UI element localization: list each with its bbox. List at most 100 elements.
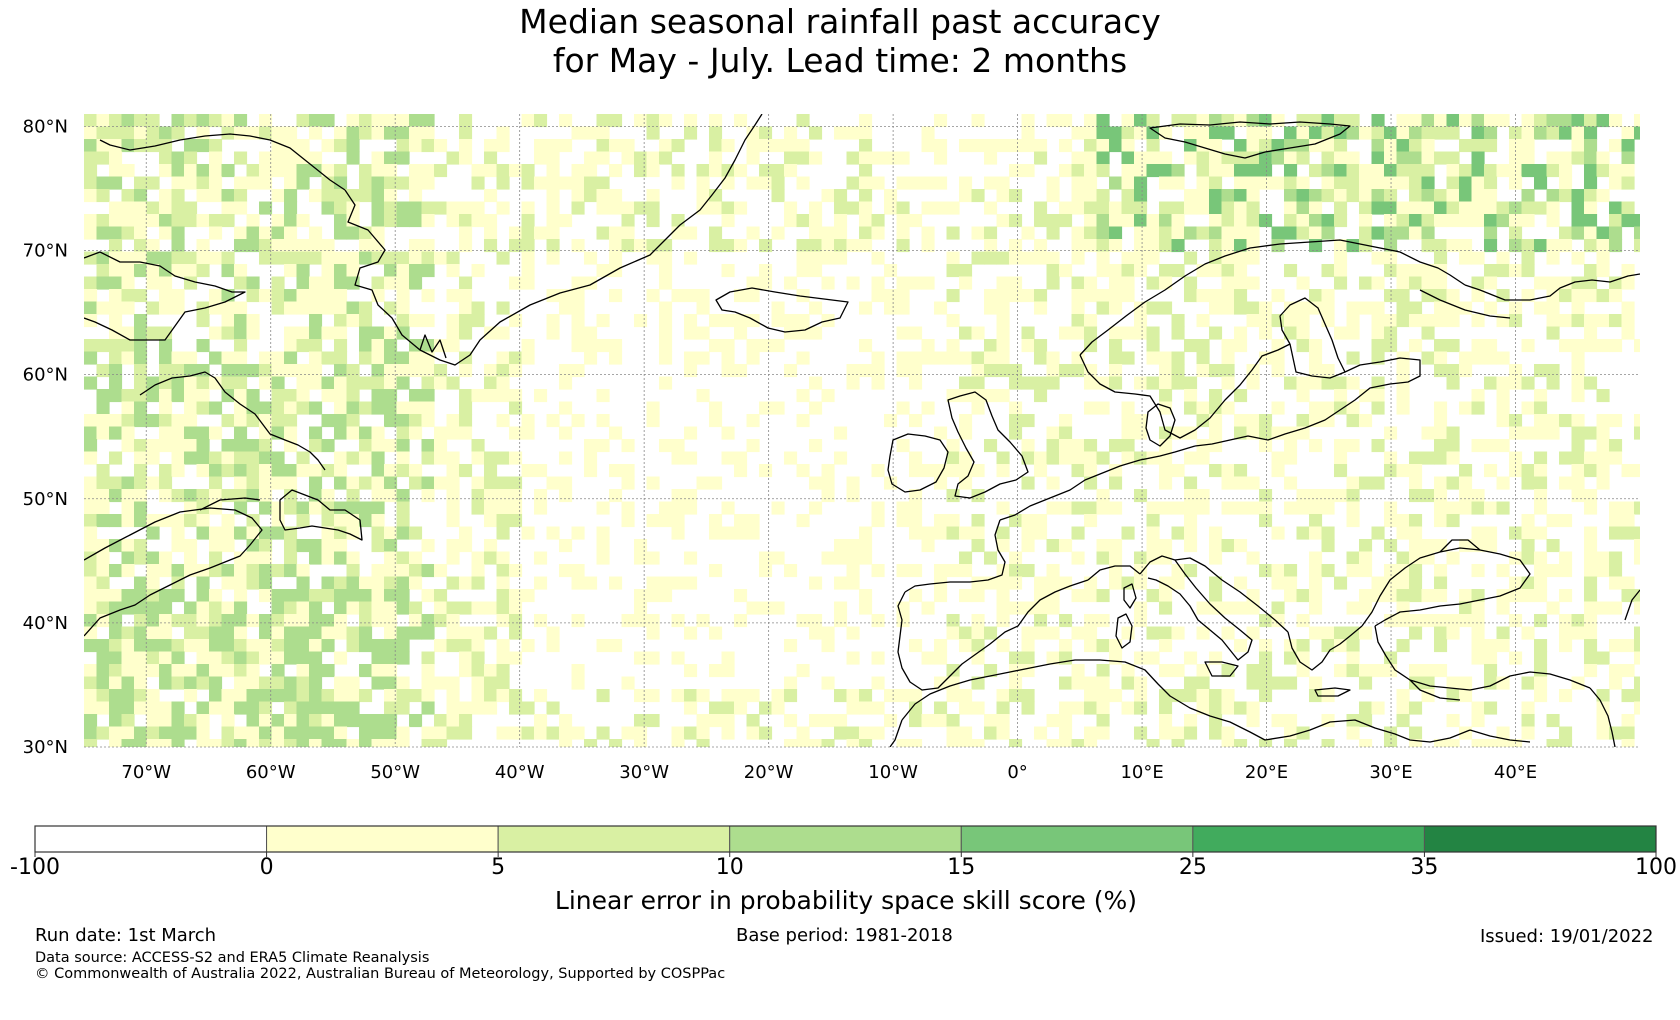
skill-cell (296, 576, 310, 590)
skill-cell (771, 701, 785, 715)
skill-cell (1321, 226, 1335, 240)
skill-cell (1171, 576, 1185, 590)
skill-cell (1346, 189, 1360, 203)
coastline-sardinia (1115, 613, 1133, 649)
skill-cell (1021, 526, 1035, 540)
skill-cell (1284, 589, 1298, 603)
skill-cell (1159, 689, 1173, 703)
skill-cell (1421, 114, 1435, 128)
skill-cell (184, 489, 198, 503)
skill-cell (871, 351, 885, 365)
skill-cell (359, 326, 373, 340)
skill-cell (1046, 251, 1060, 265)
skill-cell (446, 426, 460, 440)
skill-cell (1246, 189, 1260, 203)
skill-cell (309, 189, 323, 203)
skill-cell (684, 289, 698, 303)
skill-cell (621, 464, 635, 478)
skill-cell (1359, 626, 1373, 640)
skill-cell (271, 639, 285, 653)
skill-cell (446, 539, 460, 553)
skill-cell (496, 564, 510, 578)
skill-cell (809, 576, 823, 590)
skill-cell (1496, 414, 1510, 428)
skill-cell (246, 164, 260, 178)
skill-cell (546, 176, 560, 190)
skill-cell (171, 264, 185, 278)
skill-cell (1109, 464, 1123, 478)
skill-cell (1371, 401, 1385, 415)
skill-cell (96, 126, 110, 140)
skill-cell (1109, 201, 1123, 215)
skill-cell (384, 326, 398, 340)
skill-cell (1209, 389, 1223, 403)
skill-cell (1584, 639, 1598, 653)
skill-cell (284, 251, 298, 265)
skill-cell (459, 276, 473, 290)
skill-cell (234, 464, 248, 478)
skill-cell (1246, 239, 1260, 253)
skill-cell (1446, 114, 1460, 128)
skill-cell (1046, 176, 1060, 190)
skill-cell (1246, 126, 1260, 140)
skill-cell (84, 426, 98, 440)
skill-cell (496, 139, 510, 153)
skill-cell (321, 201, 335, 215)
skill-cell (246, 564, 260, 578)
skill-cell (1046, 451, 1060, 465)
skill-cell (1159, 239, 1173, 253)
skill-cell (484, 164, 498, 178)
skill-cell (834, 201, 848, 215)
coastline-finland-baltic (1194, 357, 1421, 447)
skill-cell (146, 514, 160, 528)
skill-cell (809, 251, 823, 265)
skill-cell (459, 726, 473, 740)
skill-cell (184, 264, 198, 278)
skill-cell (721, 726, 735, 740)
latitude-tick-label: 60°N (23, 365, 68, 386)
skill-cell (409, 126, 423, 140)
skill-cell (634, 726, 648, 740)
skill-cell (84, 226, 98, 240)
skill-cell (421, 164, 435, 178)
skill-cell (1046, 114, 1060, 128)
skill-cell (371, 426, 385, 440)
skill-cell (809, 476, 823, 490)
skill-cell (1134, 239, 1148, 253)
skill-cell (1396, 714, 1410, 728)
skill-cell (134, 664, 148, 678)
skill-cell (359, 689, 373, 703)
skill-cell (696, 301, 710, 315)
skill-cell (834, 189, 848, 203)
skill-cell (1559, 164, 1573, 178)
skill-cell (496, 614, 510, 628)
skill-cell (1034, 576, 1048, 590)
skill-cell (1309, 201, 1323, 215)
skill-cell (234, 189, 248, 203)
skill-cell (609, 339, 623, 353)
skill-cell (1346, 551, 1360, 565)
skill-cell (1459, 201, 1473, 215)
skill-cell (171, 439, 185, 453)
skill-cell (909, 326, 923, 340)
skill-cell (559, 139, 573, 153)
skill-cell (871, 651, 885, 665)
skill-cell (821, 476, 835, 490)
skill-cell (484, 189, 498, 203)
skill-cell (1559, 226, 1573, 240)
skill-cell (496, 689, 510, 703)
skill-cell (359, 251, 373, 265)
skill-cell (109, 589, 123, 603)
skill-cell (1509, 414, 1523, 428)
skill-cell (1121, 251, 1135, 265)
skill-cell (1171, 176, 1185, 190)
skill-cell (584, 451, 598, 465)
skill-cell (1209, 364, 1223, 378)
skill-cell (646, 714, 660, 728)
skill-cell (421, 676, 435, 690)
skill-cell (1071, 239, 1085, 253)
skill-cell (634, 601, 648, 615)
skill-cell (1159, 539, 1173, 553)
skill-cell (1146, 526, 1160, 540)
skill-cell (121, 201, 135, 215)
